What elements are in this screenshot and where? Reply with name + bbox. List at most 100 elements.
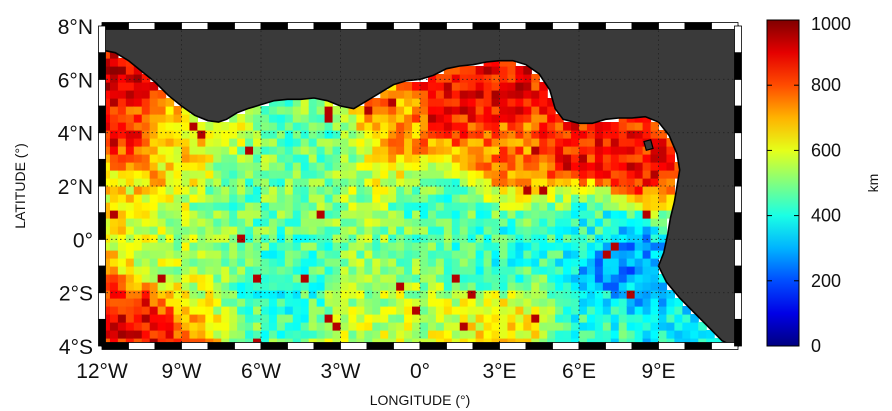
heatmap-cell: [499, 282, 509, 291]
heatmap-cell: [109, 90, 119, 99]
heatmap-cell: [396, 138, 405, 147]
heatmap-cell: [165, 170, 175, 179]
heatmap-cell: [602, 146, 612, 155]
heatmap-cell: [571, 266, 580, 275]
heatmap-cell: [292, 178, 302, 187]
heatmap-cell: [340, 234, 350, 243]
heatmap-cell: [420, 234, 429, 243]
heatmap-cell: [197, 202, 206, 211]
heatmap-cell: [197, 186, 206, 195]
heatmap-cell: [579, 218, 588, 227]
heatmap-cell: [610, 290, 620, 299]
heatmap-cell: [173, 202, 183, 211]
heatmap-cell: [412, 98, 421, 107]
heatmap-cell: [268, 98, 278, 107]
heatmap-cell: [213, 210, 222, 219]
heatmap-cell: [467, 106, 477, 115]
heatmap-cell: [292, 122, 302, 131]
heatmap-cell: [404, 114, 413, 123]
heatmap-cell: [149, 82, 159, 91]
heatmap-cell: [412, 106, 421, 115]
heatmap-cell: [404, 306, 413, 315]
heatmap-cell: [586, 210, 596, 219]
heatmap-cell: [666, 290, 675, 299]
heatmap-cell: [491, 186, 501, 195]
heatmap-cell: [634, 170, 644, 179]
heatmap-cell: [102, 130, 111, 139]
heatmap-cell: [547, 226, 556, 235]
heatmap-cell: [189, 242, 198, 251]
heatmap-cell: [491, 98, 501, 107]
heatmap-cell: [133, 250, 143, 259]
heatmap-cell: [427, 298, 437, 307]
heatmap-cell: [396, 130, 405, 139]
heatmap-cell: [109, 50, 119, 59]
heatmap-cell: [571, 330, 580, 339]
heatmap-cell: [579, 330, 588, 339]
heatmap-cell: [372, 282, 381, 291]
heatmap-cell: [396, 282, 405, 291]
heatmap-cell: [610, 226, 620, 235]
heatmap-cell: [189, 290, 198, 299]
heatmap-cell: [443, 98, 453, 107]
heatmap-cell: [141, 274, 151, 283]
heatmap-cell: [372, 338, 381, 346]
heatmap-cell: [237, 266, 246, 275]
heatmap-cell: [117, 202, 127, 211]
heatmap-cell: [229, 250, 238, 259]
heatmap-cell: [523, 226, 532, 235]
heatmap-cell: [666, 170, 675, 179]
heatmap-cell: [539, 242, 548, 251]
heatmap-cell: [642, 122, 652, 131]
heatmap-cell: [658, 146, 668, 155]
heatmap-cell: [316, 234, 326, 243]
frame-band: [287, 342, 315, 350]
heatmap-cell: [157, 274, 167, 283]
heatmap-cell: [563, 314, 572, 323]
heatmap-cell: [165, 194, 175, 203]
heatmap-cell: [412, 226, 421, 235]
heatmap-cell: [547, 242, 556, 251]
heatmap-cell: [229, 274, 238, 283]
heatmap-cell: [276, 250, 286, 259]
heatmap-cell: [300, 250, 310, 259]
heatmap-cell: [586, 146, 596, 155]
heatmap-cell: [141, 202, 151, 211]
heatmap-cell: [435, 130, 445, 139]
heatmap-cell: [213, 178, 222, 187]
heatmap-cell: [102, 74, 111, 83]
heatmap-cell: [125, 74, 135, 83]
heatmap-cell: [340, 266, 350, 275]
heatmap-cell: [181, 146, 191, 155]
heatmap-cell: [332, 314, 342, 323]
heatmap-cell: [523, 82, 532, 91]
heatmap-cell: [650, 282, 660, 291]
heatmap-cell: [507, 210, 516, 219]
heatmap-cell: [213, 282, 222, 291]
heatmap-cell: [102, 122, 111, 131]
heatmap-cell: [555, 130, 564, 139]
heatmap-cell: [547, 282, 556, 291]
heatmap-cell: [157, 250, 167, 259]
heatmap-cell: [197, 130, 206, 139]
frame-band: [154, 342, 182, 350]
heatmap-cell: [348, 242, 357, 251]
x-tick-label: 3°W: [321, 360, 361, 383]
heatmap-cell: [316, 170, 326, 179]
heatmap-cell: [292, 234, 302, 243]
heatmap-cell: [205, 162, 214, 171]
heatmap-cell: [602, 242, 612, 251]
heatmap-cell: [117, 194, 127, 203]
heatmap-cell: [189, 154, 198, 163]
heatmap-cell: [626, 146, 636, 155]
heatmap-cell: [332, 234, 342, 243]
heatmap-cell: [499, 162, 509, 171]
heatmap-cell: [284, 130, 294, 139]
heatmap-cell: [539, 186, 548, 195]
heatmap-cell: [181, 290, 191, 299]
heatmap-cell: [292, 306, 302, 315]
heatmap-cell: [332, 330, 342, 339]
heatmap-cell: [380, 218, 389, 227]
heatmap-cell: [642, 202, 652, 211]
heatmap-cell: [324, 138, 334, 147]
